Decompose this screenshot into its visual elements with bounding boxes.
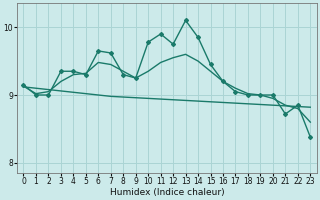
X-axis label: Humidex (Indice chaleur): Humidex (Indice chaleur) bbox=[109, 188, 224, 197]
